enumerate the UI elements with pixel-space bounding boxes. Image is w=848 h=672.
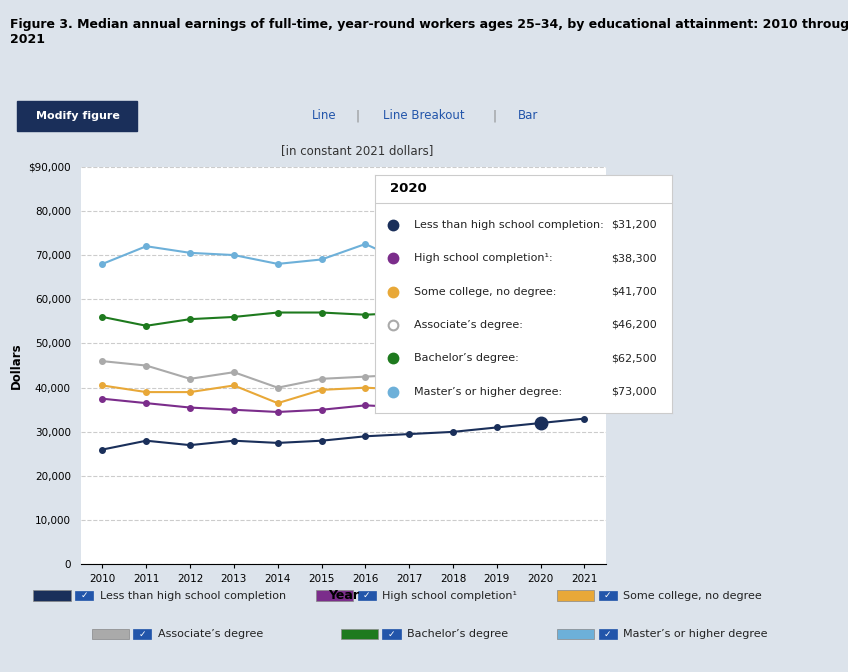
Text: |: | xyxy=(493,110,497,122)
Text: High school completion¹: High school completion¹ xyxy=(382,591,517,601)
Text: High school completion¹:: High school completion¹: xyxy=(414,253,552,263)
Text: Master’s or higher degree:: Master’s or higher degree: xyxy=(414,387,561,397)
Text: Less than high school completion: Less than high school completion xyxy=(100,591,286,601)
Bar xyxy=(341,629,378,639)
Text: Less than high school completion:: Less than high school completion: xyxy=(414,220,603,230)
Y-axis label: Dollars: Dollars xyxy=(9,342,23,389)
Text: Line Breakout: Line Breakout xyxy=(383,110,465,122)
Text: ✓: ✓ xyxy=(604,630,611,638)
FancyBboxPatch shape xyxy=(17,101,137,131)
Text: [in constant 2021 dollars]: [in constant 2021 dollars] xyxy=(282,144,433,157)
Text: ✓: ✓ xyxy=(81,591,88,600)
Text: Some college, no degree: Some college, no degree xyxy=(623,591,762,601)
Bar xyxy=(557,591,594,601)
Bar xyxy=(557,629,594,639)
Text: Bar: Bar xyxy=(517,110,538,122)
Text: Associate’s degree: Associate’s degree xyxy=(158,629,264,639)
Text: Master’s or higher degree: Master’s or higher degree xyxy=(623,629,768,639)
Bar xyxy=(599,591,616,601)
Text: |: | xyxy=(355,110,360,122)
Text: $38,300: $38,300 xyxy=(611,253,657,263)
Text: Bachelor’s degree:: Bachelor’s degree: xyxy=(414,353,518,364)
Text: Figure 3. Median annual earnings of full-time, year-round workers ages 25–34, by: Figure 3. Median annual earnings of full… xyxy=(10,17,848,46)
Text: $31,200: $31,200 xyxy=(611,220,657,230)
Text: ✓: ✓ xyxy=(138,630,146,638)
Text: Line: Line xyxy=(312,110,337,122)
Text: $41,700: $41,700 xyxy=(611,286,657,296)
Bar xyxy=(599,629,616,639)
Text: ✓: ✓ xyxy=(388,630,395,638)
Text: ✓: ✓ xyxy=(363,591,371,600)
X-axis label: Year: Year xyxy=(328,589,359,602)
Text: $73,000: $73,000 xyxy=(611,387,657,397)
Bar xyxy=(358,591,376,601)
Bar xyxy=(382,629,401,639)
Text: 2020: 2020 xyxy=(390,182,427,196)
Text: ✓: ✓ xyxy=(604,591,611,600)
Text: Modify figure: Modify figure xyxy=(36,111,120,121)
Bar xyxy=(92,629,129,639)
Text: $62,500: $62,500 xyxy=(611,353,657,364)
Bar xyxy=(133,629,152,639)
Text: $46,200: $46,200 xyxy=(611,320,657,330)
Text: Associate’s degree:: Associate’s degree: xyxy=(414,320,522,330)
Text: Some college, no degree:: Some college, no degree: xyxy=(414,286,556,296)
Bar xyxy=(33,591,70,601)
Bar xyxy=(316,591,354,601)
Text: Bachelor’s degree: Bachelor’s degree xyxy=(407,629,509,639)
Bar xyxy=(75,591,93,601)
